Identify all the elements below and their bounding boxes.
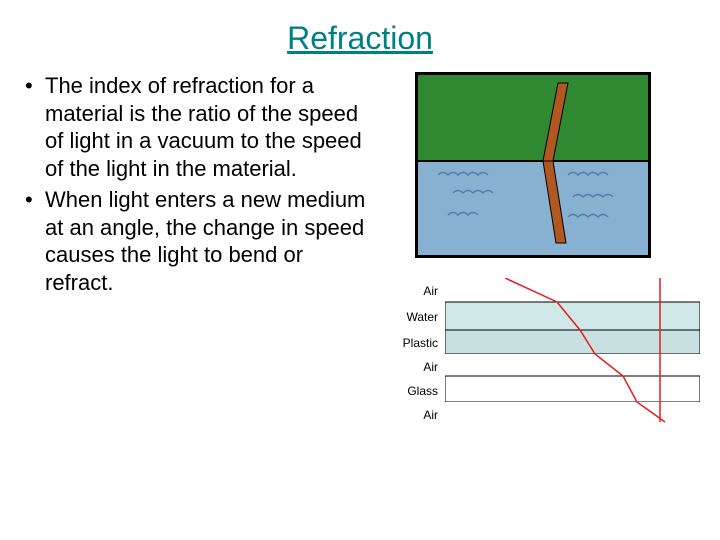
figures-column: Air Water Plastic Air Glass Air <box>375 72 700 453</box>
layer-label-air1: Air <box>388 284 438 298</box>
figure2-svg <box>445 278 700 428</box>
bullet-list: The index of refraction for a material i… <box>25 72 375 453</box>
content-row: The index of refraction for a material i… <box>0 57 720 453</box>
slide-title: Refraction <box>0 0 720 57</box>
bullet-item: When light enters a new medium at an ang… <box>25 186 375 296</box>
slide: Refraction The index of refraction for a… <box>0 0 720 540</box>
bullet-item: The index of refraction for a material i… <box>25 72 375 182</box>
layer-label-plastic: Plastic <box>388 336 438 350</box>
layer-label-air2: Air <box>388 360 438 374</box>
figure1-overlay <box>418 75 648 255</box>
layer-label-air3: Air <box>388 408 438 422</box>
refraction-stick-figure <box>415 72 651 258</box>
refraction-layers-figure: Air Water Plastic Air Glass Air <box>400 278 700 453</box>
layer-label-glass: Glass <box>388 384 438 398</box>
layer-label-water: Water <box>388 310 438 324</box>
